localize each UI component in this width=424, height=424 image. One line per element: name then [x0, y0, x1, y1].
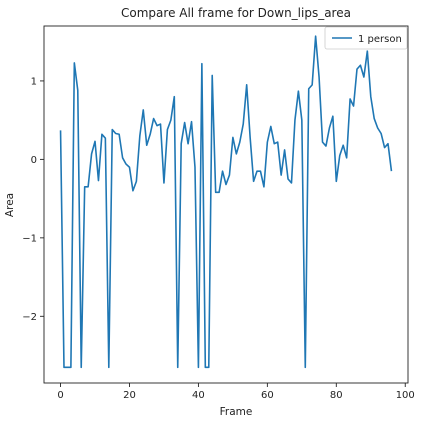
x-axis-label: Frame: [220, 406, 253, 418]
legend-box: [324, 26, 408, 50]
y-axis: −2 −1 0 1: [22, 76, 44, 323]
y-tick-label: 1: [31, 76, 37, 87]
chart-title: Compare All frame for Down_lips_area: [121, 6, 351, 20]
x-tick-label: 0: [57, 390, 63, 401]
x-tick-label: 60: [261, 390, 274, 401]
x-axis: 0 20 40 60 80 100: [57, 383, 415, 401]
x-tick-label: 40: [192, 390, 205, 401]
x-tick-label: 80: [330, 390, 343, 401]
y-tick-label: −2: [22, 312, 37, 323]
series-line-1-person: [59, 35, 393, 369]
plot-frame: [43, 25, 409, 384]
legend: 1 person: [324, 26, 408, 50]
y-axis-label: Area: [4, 193, 16, 217]
y-tick-label: 0: [31, 155, 37, 166]
x-tick-label: 100: [396, 390, 415, 401]
y-tick-label: −1: [22, 233, 37, 244]
legend-label: 1 person: [358, 34, 402, 45]
x-tick-label: 20: [123, 390, 136, 401]
plot-area: 0 20 40 60 80 100 −2 −1 0 1: [22, 25, 415, 401]
